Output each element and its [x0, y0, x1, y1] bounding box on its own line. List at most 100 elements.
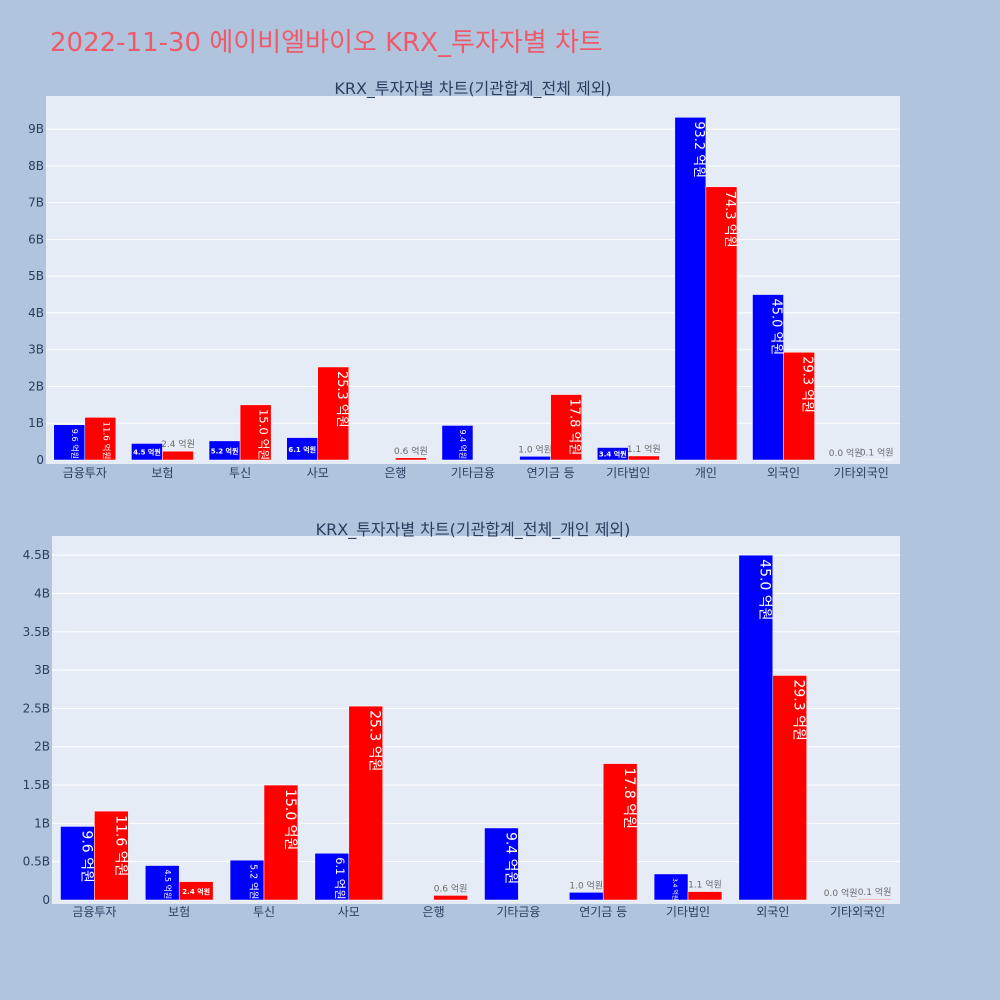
y-tick-label: 9B: [28, 122, 44, 136]
bar: [314, 853, 350, 901]
bar: [178, 881, 214, 901]
chart-bottom: 0 0.5B 1B 1.5B 2B 2.5B 3B 3.5B 4B 4.5B 금융투자 9.6 억원 1…: [23, 520, 900, 919]
y-tick-label: 1B: [34, 816, 50, 830]
bar: [94, 810, 129, 901]
data-label: 29.3 억원: [791, 679, 807, 740]
x-tick-label: 투신: [229, 466, 251, 480]
data-label: 3.4 억원: [671, 878, 679, 901]
x-tick-label: 금융투자: [72, 905, 116, 919]
data-label: 0.0 억원: [824, 887, 858, 899]
data-label: 29.3 억원: [800, 356, 815, 413]
x-tick-label: 사모: [338, 905, 360, 919]
data-label: 4.5 억원: [133, 448, 161, 457]
x-tick-label: 사모: [307, 466, 329, 480]
bar: [772, 675, 807, 901]
y-tick-label: 0: [36, 453, 44, 467]
data-label: 9.6 억원: [78, 830, 94, 882]
data-label: 74.3 억원: [722, 191, 737, 248]
bar: [752, 294, 784, 461]
bar: [674, 117, 707, 461]
data-label: 11.6 억원: [100, 421, 112, 459]
data-label: 0.6 억원: [394, 445, 428, 457]
y-tick-label: 0.5B: [23, 855, 50, 869]
data-label: 0.1 억원: [860, 447, 894, 459]
y-tick-label: 7B: [28, 196, 44, 210]
y-tick-label: 3B: [28, 343, 44, 357]
y-tick-label: 2B: [28, 379, 44, 393]
bar: [348, 705, 383, 901]
data-label: 3.4 억원: [599, 450, 627, 459]
bar: [705, 186, 738, 461]
bar: [395, 457, 427, 461]
data-label: 93.2 억원: [691, 121, 706, 178]
bar: [84, 417, 117, 461]
y-tick-label: 8B: [28, 159, 44, 173]
data-label: 4.5 억원: [163, 870, 173, 900]
bar: [229, 859, 265, 901]
data-label: 15.0 억원: [282, 789, 298, 850]
data-label: 9.4 억원: [458, 429, 468, 459]
data-label: 1.1 억원: [627, 443, 661, 455]
bar: [239, 404, 272, 461]
x-tick-label: 외국인: [767, 466, 800, 480]
x-tick-label: 기타외국인: [834, 466, 889, 480]
bar: [441, 425, 474, 461]
x-tick-label: 기타법인: [666, 905, 710, 919]
x-tick-label: 은행: [423, 904, 445, 919]
x-tick-label: 기타외국인: [830, 905, 885, 919]
data-label: 5.2 억원: [247, 864, 259, 899]
data-label: 0.1 억원: [858, 886, 892, 898]
x-tick-label: 기타금융: [496, 905, 540, 919]
data-label: 15.0 억원: [257, 409, 271, 460]
bar: [550, 394, 582, 461]
x-tick-label: 연기금 등: [527, 466, 575, 480]
chart-title: KRX_투자자별 차트(기관합계_전체_개인 제외): [316, 520, 631, 540]
data-label: 2.4 억원: [161, 438, 195, 450]
data-label: 1.1 억원: [688, 879, 722, 891]
y-tick-label: 4.5B: [23, 548, 50, 562]
bar: [263, 784, 299, 901]
bar: [783, 352, 815, 461]
chart-title: KRX_투자자별 차트(기관합계_전체 제외): [334, 79, 611, 99]
y-tick-label: 3.5B: [23, 625, 50, 639]
data-label: 17.8 억원: [621, 768, 637, 829]
y-tick-label: 1.5B: [23, 778, 50, 792]
data-label: 0.6 억원: [434, 882, 468, 894]
data-label: 9.4 억원: [502, 832, 518, 884]
data-label: 45.0 억원: [757, 559, 773, 620]
x-tick-label: 연기금 등: [579, 905, 627, 919]
data-label: 1.0 억원: [569, 879, 603, 891]
page-title: 2022-11-30 에이비엘바이오 KRX_투자자별 차트: [50, 28, 603, 58]
data-label: 25.3 억원: [367, 710, 383, 771]
bar: [162, 450, 194, 461]
x-tick-label: 보험: [168, 905, 190, 919]
bar: [569, 892, 604, 901]
y-tick-label: 5B: [28, 269, 44, 283]
y-tick-label: 1B: [28, 416, 44, 430]
x-tick-label: 기타금융: [451, 466, 495, 480]
bar: [433, 895, 468, 901]
y-tick-label: 2.5B: [23, 701, 50, 715]
bar: [653, 873, 689, 901]
y-tick-label: 4B: [34, 586, 50, 600]
bar: [60, 826, 95, 901]
data-label: 11.6 억원: [112, 815, 128, 876]
data-label: 0.0 억원: [829, 447, 863, 459]
data-label: 25.3 억원: [334, 371, 349, 428]
y-tick-label: 2B: [34, 740, 50, 754]
bar: [602, 763, 638, 901]
x-tick-label: 투신: [253, 905, 275, 919]
data-label: 6.1 억원: [333, 857, 347, 899]
x-tick-label: 은행: [384, 465, 406, 480]
x-tick-label: 금융투자: [63, 466, 107, 480]
y-tick-label: 4B: [28, 306, 44, 320]
x-tick-label: 개인: [695, 466, 717, 480]
x-tick-label: 외국인: [756, 905, 789, 919]
data-label: 9.6 억원: [70, 429, 80, 459]
bar: [857, 898, 892, 901]
data-label: 5.2 억원: [211, 446, 239, 455]
data-label: 6.1 억원: [288, 445, 316, 454]
bar: [317, 366, 350, 461]
